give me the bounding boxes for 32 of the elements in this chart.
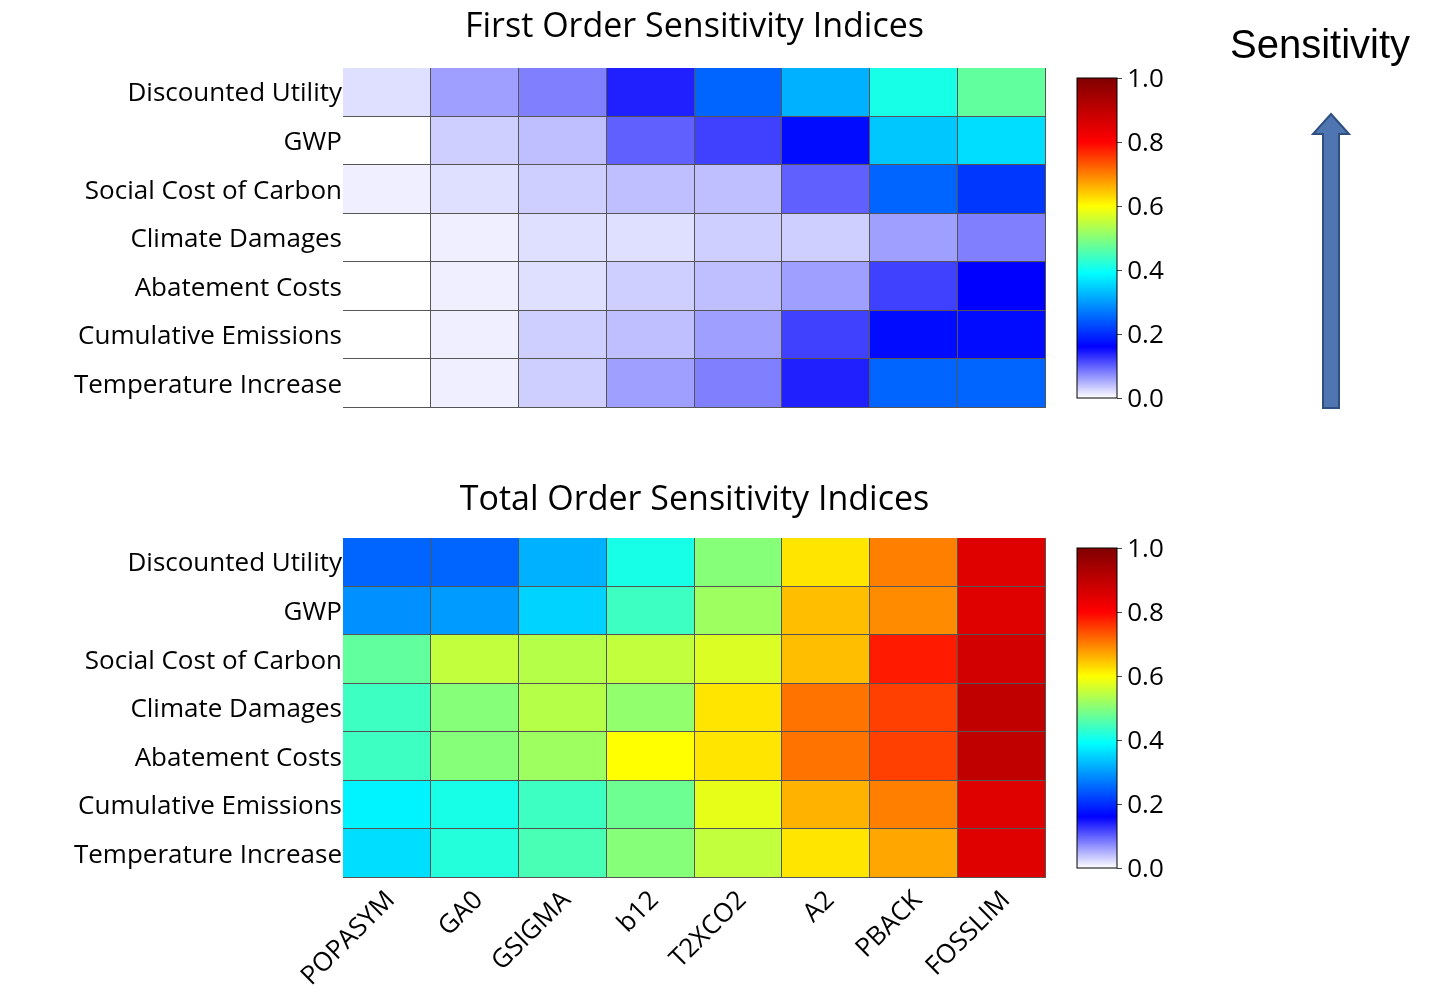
color-bar-label: 0.8: [1127, 593, 1164, 630]
y-tick-label: Social Cost of Carbon: [84, 170, 342, 207]
y-tick-label: Discounted Utility: [127, 543, 343, 580]
color-bar-label: 0.0: [1127, 379, 1164, 416]
y-tick-label: GWP: [283, 121, 342, 158]
color-bar-label: 0.2: [1127, 315, 1164, 352]
chart-title: First Order Sensitivity Indices: [464, 1, 925, 47]
y-tick-label: GWP: [283, 591, 342, 628]
y-tick-label: Social Cost of Carbon: [84, 640, 342, 677]
x-tick-label: GA0: [428, 881, 490, 943]
color-bar-label: 0.0: [1127, 849, 1164, 886]
color-bar-label: 1.0: [1127, 59, 1164, 96]
color-bar-label: 1.0: [1127, 529, 1164, 566]
x-tick-label: b12: [607, 881, 666, 940]
y-tick-label: Temperature Increase: [73, 364, 342, 401]
y-tick-label: Cumulative Emissions: [78, 316, 342, 353]
color-bar-label: 0.6: [1127, 187, 1164, 224]
color-bar-label: 0.2: [1127, 785, 1164, 822]
y-tick-label: Discounted Utility: [127, 73, 343, 110]
y-tick-label: Climate Damages: [130, 219, 342, 256]
x-tick-label: A2: [793, 881, 842, 929]
y-tick-label: Cumulative Emissions: [78, 786, 342, 823]
y-tick-label: Temperature Increase: [73, 834, 342, 871]
color-bar-label: 0.6: [1127, 657, 1164, 694]
y-tick-label: Abatement Costs: [134, 737, 342, 774]
chart-title: Total Order Sensitivity Indices: [459, 473, 930, 520]
y-tick-label: Climate Damages: [130, 689, 342, 726]
color-bar-label: 0.8: [1127, 123, 1164, 160]
color-bar-label: 0.4: [1127, 251, 1164, 288]
text: Sensitivity: [1230, 22, 1411, 67]
y-tick-label: Abatement Costs: [134, 267, 342, 304]
color-bar-label: 0.4: [1127, 721, 1164, 758]
